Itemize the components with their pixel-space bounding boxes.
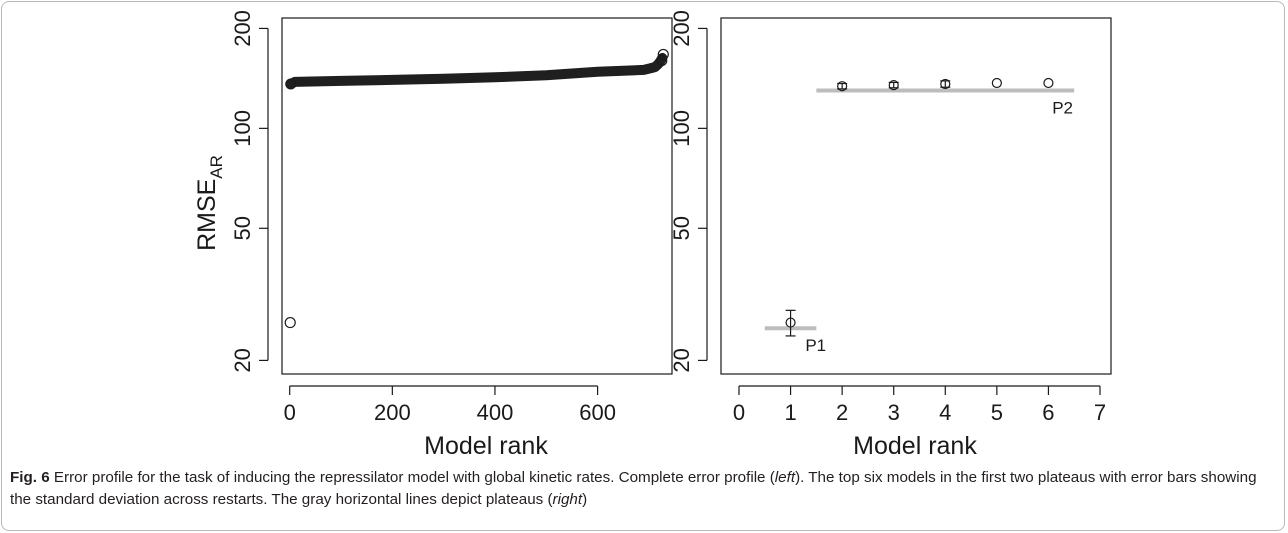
right-y-axis: 20 50 100 200 <box>669 10 708 373</box>
x-tick-label: 600 <box>579 400 616 425</box>
plateau-label: P1 <box>805 336 826 355</box>
left-panel: 20 50 100 200 0 200 400 600 RMSEAR Model rank <box>193 10 673 460</box>
right-x-axis-label: Model rank <box>853 432 977 460</box>
caption-part-b: ). The top six models in the first two p… <box>10 469 1257 508</box>
model-point <box>785 317 796 328</box>
x-tick-label: 1 <box>784 400 796 425</box>
plateau-label: P2 <box>1052 99 1073 118</box>
right-plot-box <box>720 17 1112 375</box>
left-x-axis-label: Model rank <box>424 432 548 460</box>
y-tick-label: 50 <box>669 216 694 240</box>
y-tick-label: 20 <box>230 348 255 372</box>
x-tick-label: 6 <box>1042 400 1054 425</box>
right-x-axis: 0 1 2 3 4 5 6 7 <box>733 385 1106 425</box>
y-tick-label: 100 <box>230 110 255 147</box>
best-model-point <box>284 316 296 329</box>
left-plot-box <box>281 17 673 375</box>
x-tick-label: 200 <box>374 400 411 425</box>
x-tick-label: 3 <box>888 400 900 425</box>
x-tick-label: 7 <box>1094 400 1106 425</box>
model-point <box>1043 77 1054 89</box>
x-tick-label: 5 <box>991 400 1003 425</box>
model-point <box>991 77 1002 89</box>
y-tick-label: 200 <box>230 10 255 47</box>
first-band-point <box>285 78 297 90</box>
top-model-point <box>657 48 669 61</box>
caption-part-a: Error profile for the task of inducing t… <box>53 469 775 486</box>
y-label-main: RMSE <box>193 179 221 251</box>
x-tick-label: 0 <box>733 400 745 425</box>
model-points-band <box>285 52 668 89</box>
y-tick-label: 50 <box>230 216 255 240</box>
y-tick-label: 20 <box>669 348 694 372</box>
caption-left-word: left <box>774 469 796 486</box>
right-data-marks: P1 P2 <box>764 77 1075 355</box>
left-y-axis: 20 50 100 200 <box>230 10 269 373</box>
model-point <box>888 79 899 91</box>
left-x-axis: 0 200 400 600 <box>284 385 616 425</box>
caption-part-c: ) <box>582 491 588 508</box>
figure-caption: Fig. 6 Error profile for the task of ind… <box>10 467 1275 511</box>
x-tick-label: 4 <box>939 400 951 425</box>
figure-label: Fig. 6 <box>10 469 50 486</box>
model-point <box>837 81 848 92</box>
caption-right-word: right <box>552 491 583 508</box>
y-tick-label: 100 <box>669 110 694 147</box>
x-tick-label: 2 <box>836 400 848 425</box>
right-panel: 20 50 100 200 0 1 2 3 4 5 6 7 P1 P2 Model rank <box>669 10 1112 460</box>
x-tick-label: 400 <box>477 400 514 425</box>
x-tick-label: 0 <box>284 400 296 425</box>
y-label-subscript: AR <box>207 155 226 179</box>
top-model-point <box>656 54 668 67</box>
model-point <box>940 78 951 90</box>
left-y-axis-label: RMSEAR <box>193 155 226 251</box>
left-data-marks <box>284 48 669 329</box>
y-tick-label: 200 <box>669 10 694 47</box>
